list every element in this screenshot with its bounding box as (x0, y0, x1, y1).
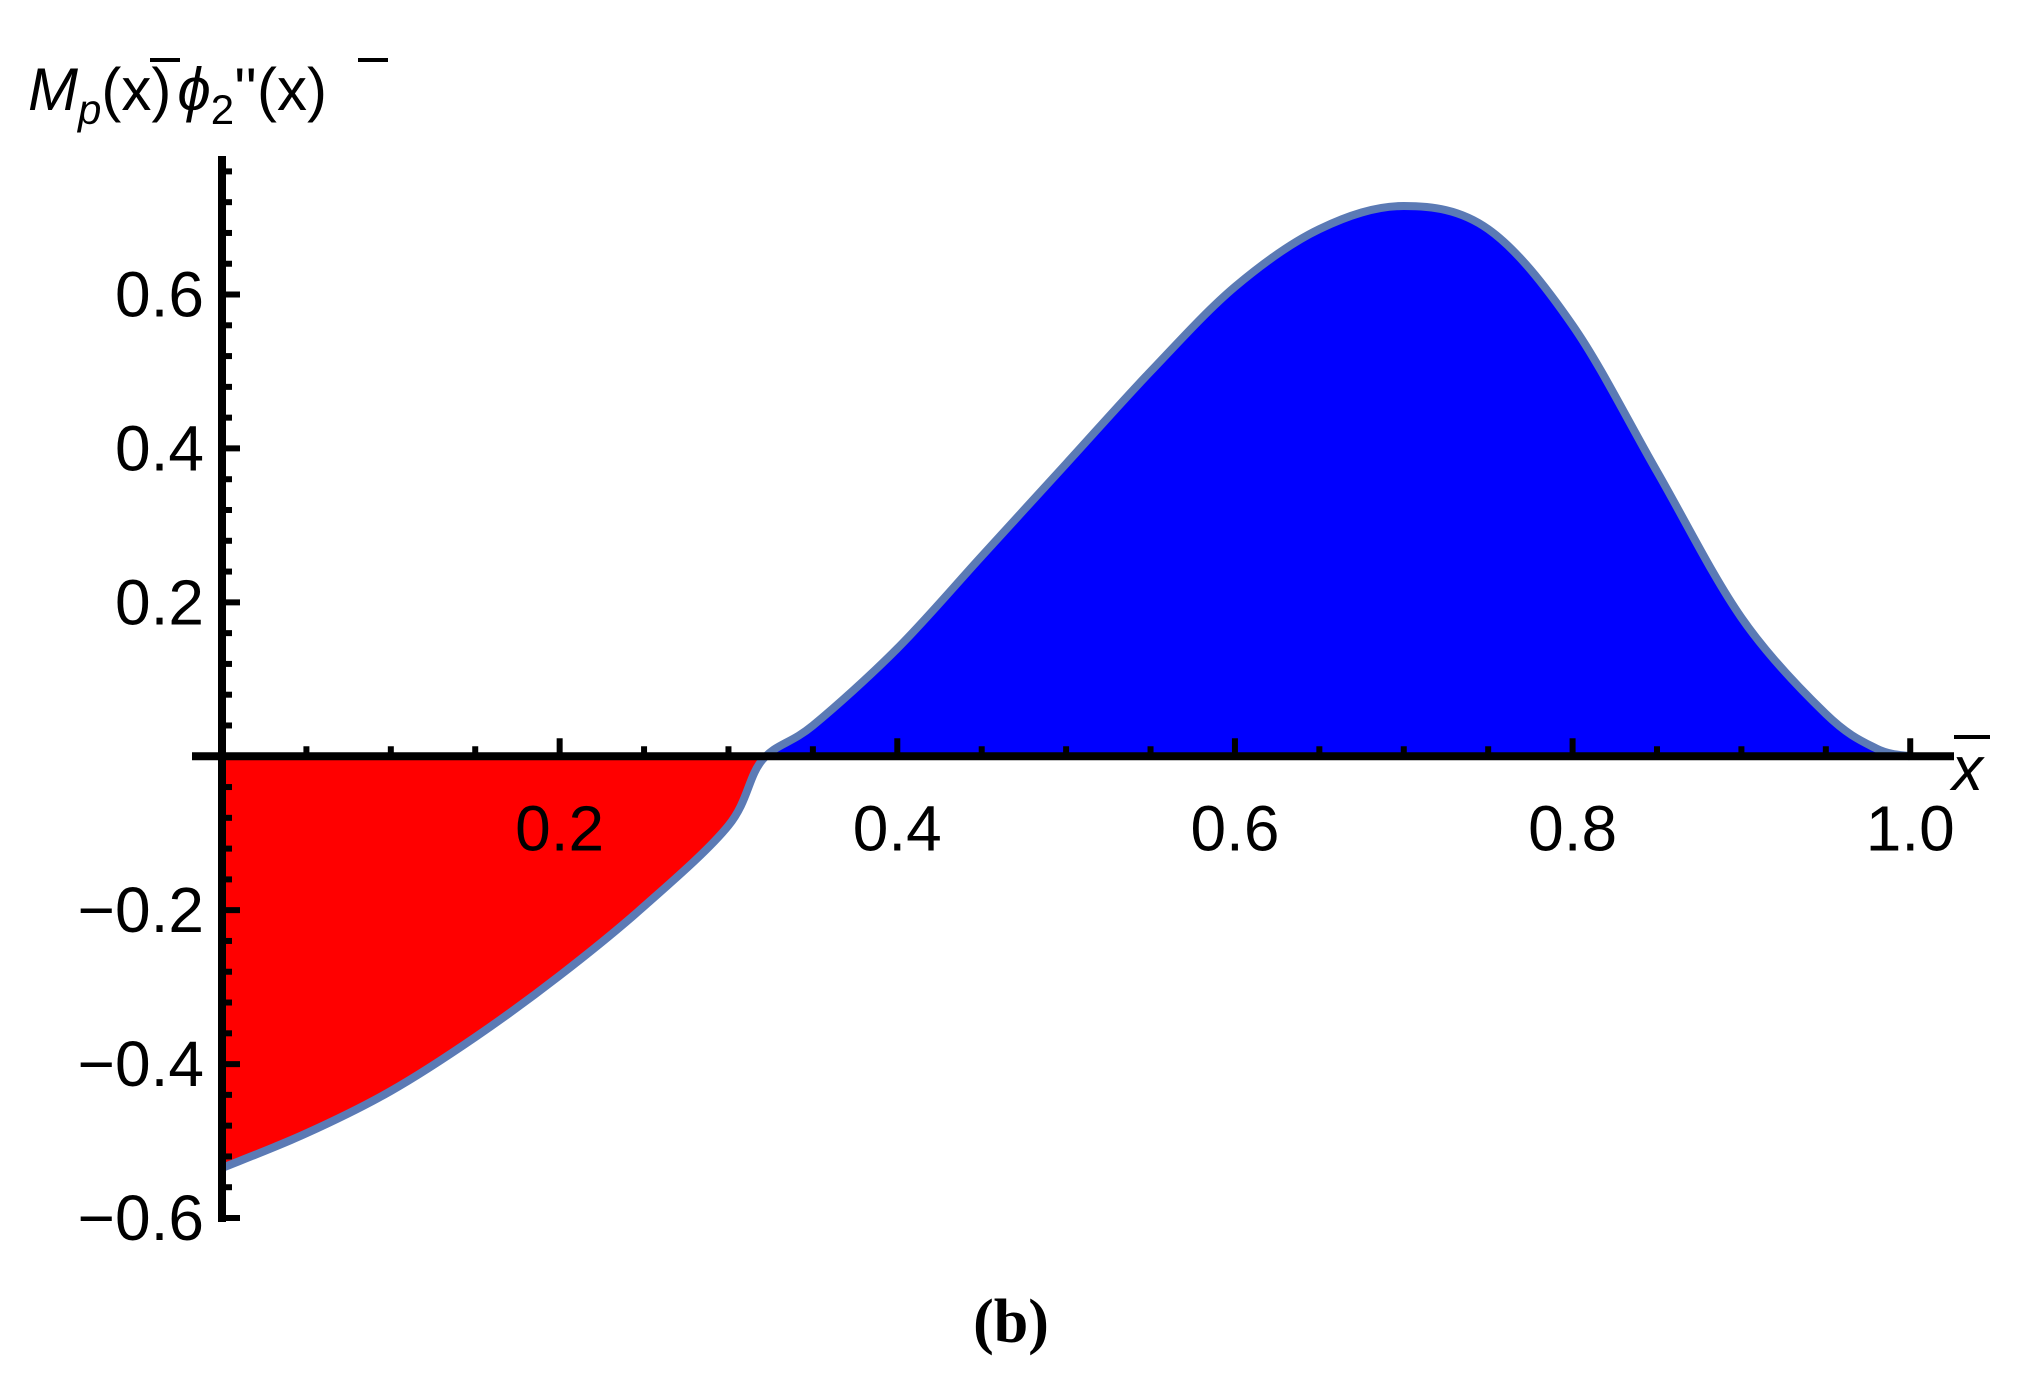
positive-area-fill (767, 206, 1911, 757)
y-tick-label: 0.4 (115, 412, 204, 484)
x-tick-label: 1.0 (1866, 792, 1955, 864)
y-tick-label: −0.4 (78, 1028, 204, 1100)
svg-text:Mp(x)ϕ2''(x): Mp(x) ϕ2''(x) (28, 56, 327, 133)
y-axis-label-primes: '' (234, 56, 257, 123)
y-axis-label-phi-sub: 2 (211, 86, 234, 133)
y-tick-labels: 0.6 0.4 0.2 −0.2 −0.4 −0.6 (78, 259, 204, 1254)
series-line (220, 202, 1912, 1172)
y-tick-label: 0.2 (115, 566, 204, 638)
y-axis-label-paren1: (x) (101, 56, 171, 123)
x-axis-label: x (1949, 735, 1985, 804)
y-minor-ticks (222, 168, 240, 1221)
y-axis-label-base: M (28, 56, 78, 123)
y-axis-label: Mp(x) ϕ2''(x) (28, 56, 388, 133)
x-minor-ticks (303, 738, 1914, 757)
y-tick-label: −0.6 (78, 1182, 204, 1254)
y-axis-label-phi: ϕ (177, 56, 210, 123)
x-tick-label: 0.8 (1528, 792, 1617, 864)
y-axis-label-paren2: (x) (257, 56, 327, 123)
negative-area-fill (222, 753, 768, 1168)
x-axis-label-group: x (1949, 735, 1990, 804)
x-tick-label: 0.6 (1190, 792, 1279, 864)
x-tick-labels: 0.2 0.4 0.6 0.8 1.0 (515, 792, 1955, 864)
y-axis-label-sub: p (76, 86, 101, 133)
figure-caption: (b) (973, 1288, 1049, 1356)
axes: 0.2 0.4 0.6 0.8 1.0 0.6 0.4 0.2 −0.2 −0.4 −0.6 (78, 156, 1955, 1254)
plot-area (220, 202, 1912, 1172)
x-tick-label: 0.2 (515, 792, 604, 864)
y-tick-label: 0.6 (115, 259, 204, 331)
y-tick-label: −0.2 (78, 874, 204, 946)
x-tick-label: 0.4 (853, 792, 942, 864)
